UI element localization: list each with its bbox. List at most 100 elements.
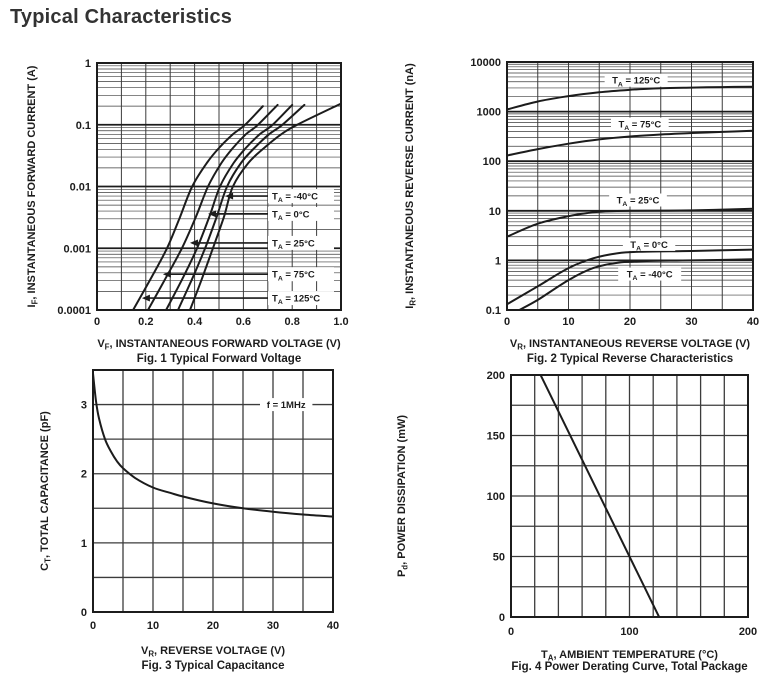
svg-text:TA = 0°C: TA = 0°C (272, 209, 310, 222)
svg-text:200: 200 (487, 370, 505, 382)
forward-voltage-chart: TA = -40°C TA = 0°C TA = 25°C TA = 75°C TA =… (26, 58, 349, 365)
curve-label: TA = 0°C (622, 237, 676, 253)
curve-label: TA = 25°C (609, 193, 667, 209)
svg-text:0: 0 (90, 620, 96, 632)
svg-text:0: 0 (81, 607, 87, 619)
svg-text:100: 100 (487, 491, 505, 503)
y-axis-title: CT, TOTAL CAPACITANCE (pF) (39, 411, 53, 571)
svg-text:0.001: 0.001 (63, 243, 91, 255)
svg-text:1: 1 (81, 538, 87, 550)
svg-text:20: 20 (624, 316, 636, 328)
svg-text:40: 40 (327, 620, 339, 632)
svg-text:TA = 25°C: TA = 25°C (617, 196, 660, 209)
curve-TA-0-C (507, 248, 753, 306)
x-axis-title: VF, INSTANTANEOUS FORWARD VOLTAGE (V) (97, 338, 341, 352)
svg-text:100: 100 (483, 156, 501, 168)
plot-border (96, 62, 342, 311)
curve-label: TA = 75°C (162, 267, 334, 283)
svg-text:TA = -40°C: TA = -40°C (272, 192, 318, 205)
svg-text:10000: 10000 (470, 57, 501, 69)
curve-TA--40-C (518, 258, 753, 310)
curve-label: TA = 125°C (141, 291, 334, 307)
svg-text:TA = 75°C: TA = 75°C (272, 270, 315, 283)
svg-text:1: 1 (85, 58, 91, 70)
svg-text:0.8: 0.8 (285, 316, 300, 328)
tick-labels: 200 150 100 50 00 100 200 (487, 370, 758, 638)
svg-text:30: 30 (685, 316, 697, 328)
curves (507, 85, 753, 310)
curve-label: f = 1MHz (260, 398, 313, 412)
svg-text:0.1: 0.1 (76, 120, 91, 132)
svg-text:1000: 1000 (477, 107, 501, 119)
curve-TA--40-C (189, 102, 341, 310)
curve-label: TA = -40°C (225, 189, 334, 204)
curve-TA-25-C (165, 103, 294, 310)
figure-power-derating: 200 150 100 50 0 0 100 200 TA, AMBIENT TEMPERATU… (383, 360, 766, 687)
svg-text:1.0: 1.0 (333, 316, 348, 328)
svg-text:TA = 125°C: TA = 125°C (272, 294, 320, 307)
svg-text:0.6: 0.6 (236, 316, 251, 328)
svg-text:0.1: 0.1 (486, 305, 501, 317)
svg-text:0: 0 (504, 316, 510, 328)
y-axis-title: Pd, POWER DISSIPATION (mW) (396, 415, 410, 577)
svg-text:f = 1MHz: f = 1MHz (267, 400, 306, 411)
curve-TA-75-C (507, 129, 753, 157)
figure-reverse-characteristics: TA = 125°C TA = 75°C TA = 25°C TA = 0°C TA =… (383, 45, 766, 367)
svg-text:0: 0 (94, 316, 100, 328)
figure-caption: Fig. 1 Typical Forward Voltage (137, 353, 301, 365)
svg-text:100: 100 (620, 626, 638, 638)
svg-text:1: 1 (495, 255, 501, 267)
grid (511, 375, 748, 617)
svg-text:2: 2 (81, 469, 87, 481)
svg-text:0.4: 0.4 (187, 316, 203, 328)
curve-label: TA = 75°C (610, 117, 669, 133)
svg-text:0.01: 0.01 (70, 182, 91, 194)
curves (132, 102, 341, 310)
svg-text:0: 0 (508, 626, 514, 638)
svg-text:TA = 25°C: TA = 25°C (272, 238, 315, 251)
svg-text:TA = -40°C: TA = -40°C (627, 270, 673, 283)
figure-caption: Fig. 2 Typical Reverse Characteristics (527, 353, 733, 365)
power-derating-chart: 200 150 100 50 00 100 200 TA, AMBIENT TEMPERATU… (396, 370, 758, 673)
svg-text:TA = 125°C: TA = 125°C (612, 76, 660, 89)
y-axis-title: IR, INSTANTANEOUS REVERSE CURRENT (nA) (404, 63, 418, 309)
curve-TA-75-C (147, 103, 279, 310)
curve-TA-25-C (507, 207, 753, 238)
figure-caption: Fig. 4 Power Derating Curve, Total Packa… (511, 661, 747, 673)
curves (511, 375, 661, 617)
figure-capacitance: f = 1MHz 3 2 1 0 0 10 20 30 40 VR, REVERSE VOLTAGE… (0, 360, 383, 687)
svg-text:40: 40 (747, 316, 759, 328)
svg-text:10: 10 (147, 620, 159, 632)
plot-border (510, 374, 749, 618)
figure-forward-voltage: TA = -40°C TA = 0°C TA = 25°C TA = 75°C TA =… (0, 45, 383, 367)
svg-text:0.0001: 0.0001 (57, 305, 91, 317)
curve-label: TA = 0°C (208, 206, 334, 222)
svg-text:TA = 75°C: TA = 75°C (618, 120, 661, 133)
svg-text:10: 10 (489, 206, 501, 218)
page-title: Typical Characteristics (10, 6, 233, 28)
tick-labels: 10000 1000 100 10 1 0.10 10 20 30 40 (470, 57, 759, 328)
svg-text:20: 20 (207, 620, 219, 632)
x-axis-title: TA, AMBIENT TEMPERATURE (°C) (541, 649, 718, 663)
figure-caption: Fig. 3 Typical Capacitance (142, 660, 285, 672)
curve-CT-at-f-1MHz (93, 372, 333, 518)
curve-TA-125-C (507, 85, 753, 111)
curve-label: TA = 125°C (604, 73, 668, 89)
svg-text:50: 50 (493, 552, 505, 564)
curve-label: TA = 25°C (189, 235, 334, 251)
curve-TA-125-C (132, 105, 264, 310)
curve-TA-0-C (177, 103, 306, 310)
x-axis-title: VR, INSTANTANEOUS REVERSE VOLTAGE (V) (510, 338, 751, 352)
curves (93, 372, 333, 518)
svg-text:0.2: 0.2 (138, 316, 153, 328)
svg-text:TA = 0°C: TA = 0°C (630, 240, 668, 253)
curve-label: TA = -40°C (618, 267, 682, 283)
svg-text:0: 0 (499, 612, 505, 624)
plot-border (506, 61, 754, 311)
y-axis-title: IF, INSTANTANEOUS FORWARD CURRENT (A) (26, 65, 40, 307)
svg-text:200: 200 (739, 626, 757, 638)
